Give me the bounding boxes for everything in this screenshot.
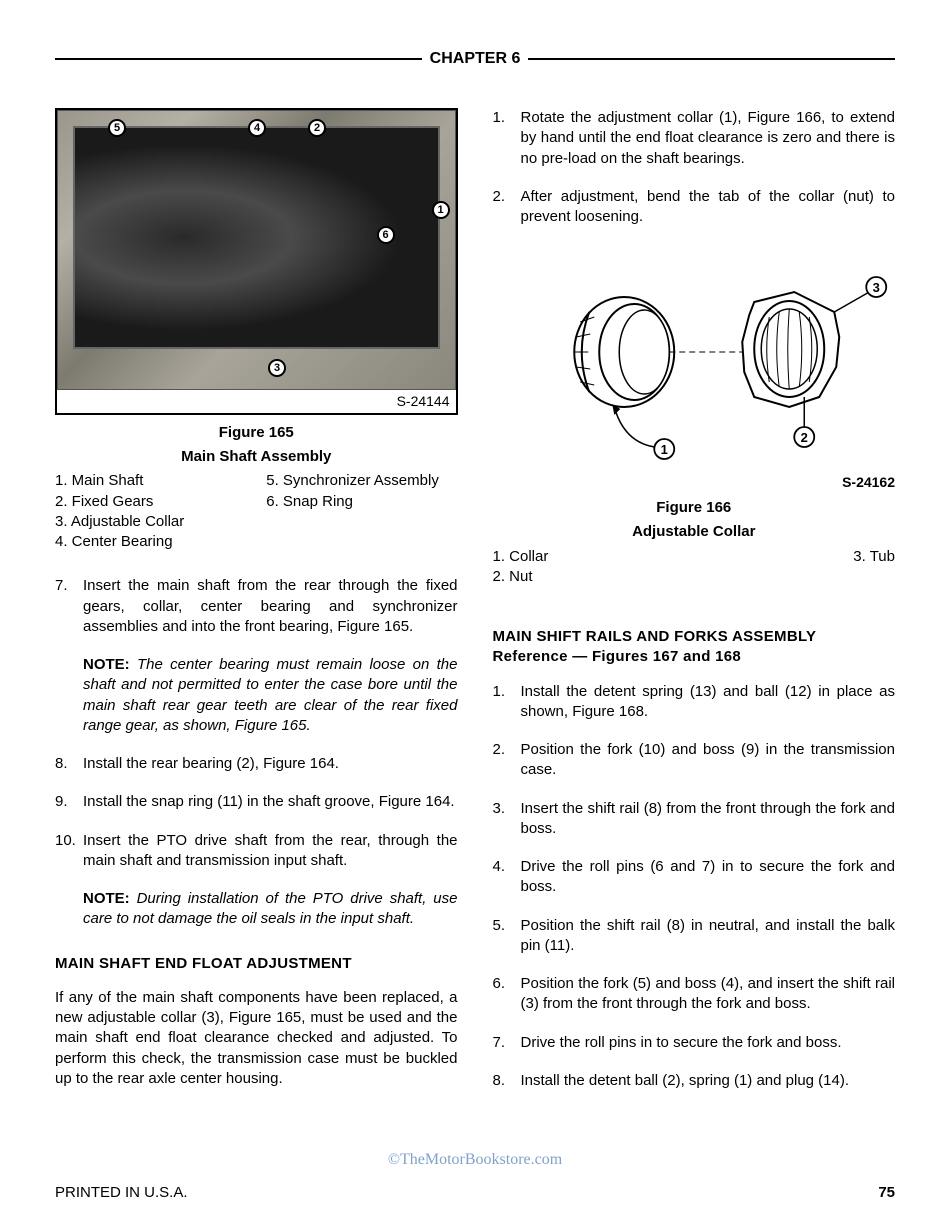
svg-text:2: 2 — [800, 430, 807, 445]
part-item: 5. Synchronizer Assembly — [266, 471, 457, 491]
figure-165-box: 5 4 2 1 6 3 S-24144 — [55, 108, 458, 415]
step-1: 1.Rotate the adjustment collar (1), Figu… — [521, 108, 896, 169]
watermark: ©TheMotorBookstore.com — [388, 1151, 562, 1169]
figure-165-photo: 5 4 2 1 6 3 — [57, 110, 456, 390]
part-item: 4. Center Bearing — [55, 532, 246, 552]
step-8b: 8.Install the detent ball (2), spring (1… — [521, 1071, 896, 1091]
part-item: 2. Fixed Gears — [55, 492, 246, 512]
step-8: 8.Install the rear bearing (2), Figure 1… — [83, 754, 458, 774]
note-1: NOTE: The center bearing must remain loo… — [83, 655, 458, 736]
shift-rails-heading: MAIN SHIFT RAILS AND FORKS ASSEMBLY Refe… — [493, 627, 896, 668]
callout-1: 1 — [432, 201, 450, 219]
right-bottom-steps: 1.Install the detent spring (13) and bal… — [493, 682, 896, 1092]
note-2: NOTE: During installation of the PTO dri… — [83, 889, 458, 930]
part-item: 1. Main Shaft — [55, 471, 246, 491]
step-5b: 5.Position the shift rail (8) in neutral… — [521, 916, 896, 957]
svg-text:3: 3 — [872, 280, 879, 295]
figure-165-title-1: Figure 165 — [55, 423, 458, 443]
figure-165-ref: S-24144 — [57, 390, 456, 413]
part-item: 3. Tub — [853, 547, 895, 588]
figure-166-diagram: 3 2 1 — [493, 257, 896, 467]
step-7: 7.Insert the main shaft from the rear th… — [83, 576, 458, 637]
step-6b: 6.Position the fork (5) and boss (4), an… — [521, 974, 896, 1015]
left-step-list-1: 7.Insert the main shaft from the rear th… — [55, 576, 458, 637]
figure-166-title-1: Figure 166 — [493, 498, 896, 518]
step-2b: 2.Position the fork (10) and boss (9) in… — [521, 740, 896, 781]
callout-5: 5 — [108, 119, 126, 137]
chapter-header: CHAPTER 6 — [55, 50, 895, 68]
left-column: 5 4 2 1 6 3 S-24144 Figure 165 Main Shaf… — [55, 108, 458, 1109]
step-2: 2.After adjustment, bend the tab of the … — [521, 187, 896, 228]
svg-text:1: 1 — [660, 442, 667, 457]
end-float-para: If any of the main shaft components have… — [55, 988, 458, 1089]
figure-166-ref: S-24162 — [493, 473, 896, 492]
page-footer: PRINTED IN U.S.A. 75 — [55, 1184, 895, 1201]
step-7b: 7.Drive the roll pins in to secure the f… — [521, 1033, 896, 1053]
printed-in-usa: PRINTED IN U.S.A. — [55, 1184, 188, 1201]
part-item: 1. Collar — [493, 547, 549, 567]
figure-165-title-2: Main Shaft Assembly — [55, 447, 458, 467]
step-4b: 4.Drive the roll pins (6 and 7) in to se… — [521, 857, 896, 898]
step-10: 10.Insert the PTO drive shaft from the r… — [83, 831, 458, 872]
part-item: 3. Adjustable Collar — [55, 512, 246, 532]
callout-2: 2 — [308, 119, 326, 137]
left-step-list-2: 8.Install the rear bearing (2), Figure 1… — [55, 754, 458, 871]
callout-6: 6 — [377, 226, 395, 244]
callout-4: 4 — [248, 119, 266, 137]
step-9: 9.Install the snap ring (11) in the shaf… — [83, 792, 458, 812]
page-number: 75 — [878, 1184, 895, 1201]
right-top-steps: 1.Rotate the adjustment collar (1), Figu… — [493, 108, 896, 227]
step-1b: 1.Install the detent spring (13) and bal… — [521, 682, 896, 723]
chapter-title: CHAPTER 6 — [422, 50, 529, 68]
figure-165-parts: 1. Main Shaft 2. Fixed Gears 3. Adjustab… — [55, 471, 458, 552]
step-3b: 3.Insert the shift rail (8) from the fro… — [521, 799, 896, 840]
callout-3: 3 — [268, 359, 286, 377]
figure-166-title-2: Adjustable Collar — [493, 522, 896, 542]
part-item: 6. Snap Ring — [266, 492, 457, 512]
figure-166-parts: 1. Collar 2. Nut 3. Tub — [493, 547, 896, 588]
part-item: 2. Nut — [493, 567, 549, 587]
header-rule-left — [55, 58, 422, 60]
header-rule-right — [528, 58, 895, 60]
right-column: 1.Rotate the adjustment collar (1), Figu… — [493, 108, 896, 1109]
end-float-heading: MAIN SHAFT END FLOAT ADJUSTMENT — [55, 954, 458, 974]
